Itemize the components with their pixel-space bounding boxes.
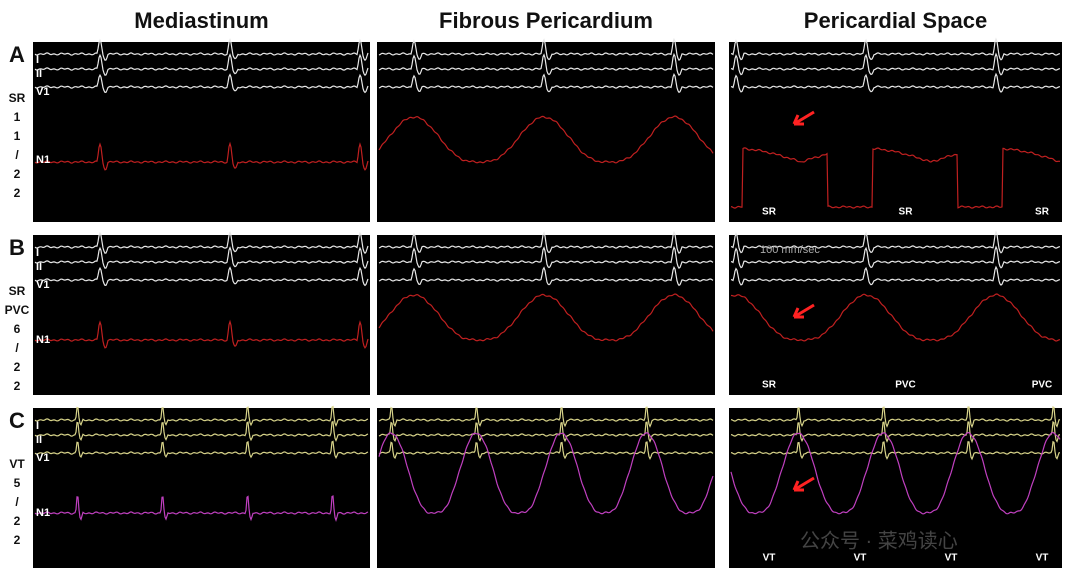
trace (378, 230, 714, 254)
annotation: SR (1035, 207, 1050, 218)
trace (34, 141, 369, 171)
trace (34, 319, 369, 349)
side-label: 1 (14, 129, 21, 143)
side-label: 2 (14, 379, 21, 393)
trace (730, 431, 1061, 515)
panel (33, 235, 370, 395)
trace (730, 52, 1061, 76)
trace (34, 405, 369, 428)
trace (378, 73, 714, 94)
annotation: PVC (895, 380, 916, 391)
trace (34, 246, 369, 270)
trace (730, 147, 1061, 209)
side-label: / (15, 341, 19, 355)
channel-label: N1 (36, 334, 50, 346)
side-label: 2 (14, 533, 21, 547)
annotation: VT (945, 553, 958, 564)
side-label: 2 (14, 186, 21, 200)
side-label: 5 (14, 476, 21, 490)
annotation: VT (1036, 553, 1049, 564)
channel-label: II (36, 261, 42, 273)
column-title: Fibrous Pericardium (439, 8, 653, 33)
panel (729, 235, 1062, 395)
side-label: 2 (14, 514, 21, 528)
trace (378, 432, 714, 515)
channel-label: II (36, 68, 42, 80)
channel-label: V1 (36, 86, 49, 98)
trace (34, 495, 369, 522)
trace (34, 266, 369, 287)
annotation: SR (762, 207, 777, 218)
arrow (792, 110, 815, 126)
panel (33, 42, 370, 222)
sweep-label: 100 mm/sec (760, 244, 820, 256)
panel (729, 42, 1062, 222)
trace (378, 441, 714, 460)
trace (34, 420, 369, 443)
trace (378, 406, 714, 428)
side-label: VT (9, 457, 25, 471)
trace (34, 38, 369, 62)
row-letter: C (9, 408, 25, 433)
annotation: SR (762, 380, 777, 391)
trace (34, 53, 369, 77)
row-letter: A (9, 42, 25, 67)
annotation: PVC (1032, 380, 1053, 391)
trace (378, 37, 714, 61)
watermark: 公众号 · 菜鸡读心 (800, 529, 958, 552)
trace (730, 245, 1061, 269)
side-label: 2 (14, 360, 21, 374)
trace (378, 421, 714, 443)
trace (730, 265, 1061, 286)
side-label: 6 (14, 322, 21, 336)
annotation: SR (899, 207, 914, 218)
panel (33, 408, 370, 568)
trace (34, 73, 369, 94)
channel-label: I (36, 54, 39, 66)
trace (34, 440, 369, 460)
row-letter: B (9, 235, 25, 260)
annotation: VT (854, 553, 867, 564)
channel-label: I (36, 247, 39, 259)
side-label: SR (9, 91, 26, 105)
panel (377, 408, 715, 568)
trace (731, 293, 1061, 342)
channel-label: II (36, 434, 42, 446)
side-label: / (15, 495, 19, 509)
trace (378, 293, 714, 342)
side-label: SR (9, 284, 26, 298)
annotation: VT (763, 553, 776, 564)
column-title: Pericardial Space (804, 8, 987, 33)
channel-label: V1 (36, 279, 49, 291)
column-title: Mediastinum (134, 8, 268, 33)
channel-label: V1 (36, 452, 49, 464)
panel (377, 42, 715, 222)
arrow (792, 303, 815, 319)
channel-label: I (36, 420, 39, 432)
trace (378, 266, 714, 287)
trace (378, 245, 714, 269)
trace (730, 37, 1061, 61)
channel-label: N1 (36, 154, 50, 166)
trace (730, 72, 1061, 93)
trace (730, 421, 1061, 444)
channel-label: N1 (36, 507, 50, 519)
side-label: 2 (14, 167, 21, 181)
trace (378, 52, 714, 76)
trace (34, 231, 369, 255)
trace (378, 115, 714, 164)
side-label: / (15, 148, 19, 162)
arrow (792, 476, 815, 492)
side-label: PVC (5, 303, 30, 317)
trace (730, 230, 1061, 254)
side-label: 1 (14, 110, 21, 124)
trace (730, 406, 1061, 429)
